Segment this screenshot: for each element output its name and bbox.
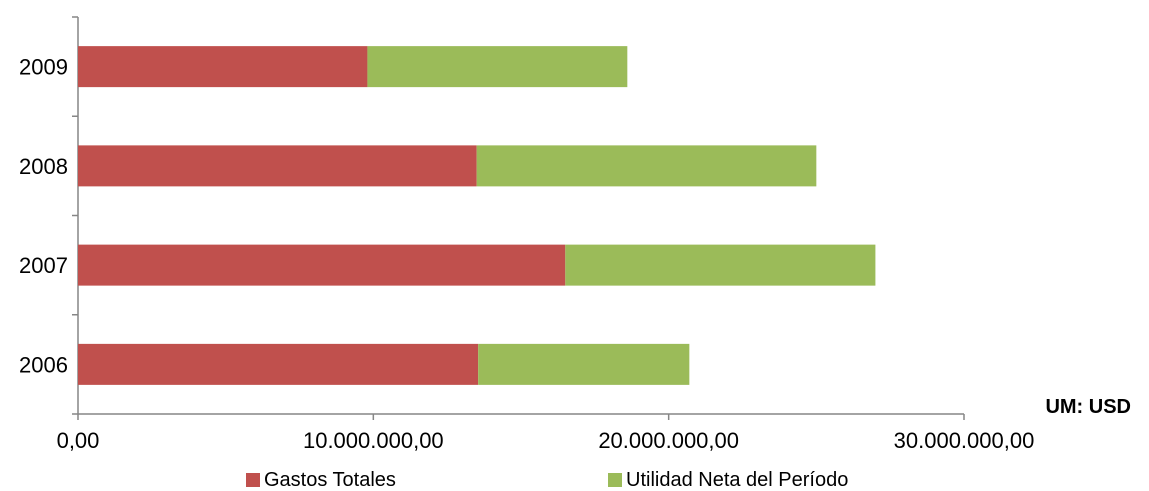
bar-2009-utilidad-neta bbox=[367, 46, 628, 88]
unit-label: UM: USD bbox=[1045, 396, 1131, 418]
x-tick-label: 0,00 bbox=[57, 428, 100, 453]
y-tick-label: 2008 bbox=[19, 154, 68, 179]
y-tick-label: 2007 bbox=[19, 253, 68, 278]
bar-2006-gastos-totales bbox=[78, 343, 479, 385]
bar-2008-utilidad-neta bbox=[476, 145, 817, 187]
legend-swatch bbox=[246, 473, 260, 487]
legend-swatch bbox=[608, 473, 622, 487]
y-tick-label: 2009 bbox=[19, 55, 68, 80]
bar-2007-utilidad-neta bbox=[565, 244, 876, 286]
x-axis-ticks bbox=[77, 414, 965, 420]
bars bbox=[78, 46, 876, 385]
x-tick-label: 20.000.000,00 bbox=[598, 428, 739, 453]
x-tick-label: 30.000.000,00 bbox=[894, 428, 1035, 453]
legend: Gastos Totales Utilidad Neta del Período bbox=[246, 469, 848, 491]
bar-2007-gastos-totales bbox=[78, 244, 566, 286]
bar-2006-utilidad-neta bbox=[478, 343, 690, 385]
x-tick-label: 10.000.000,00 bbox=[303, 428, 444, 453]
x-tick-labels: 0,00 10.000.000,00 20.000.000,00 30.000.000… bbox=[57, 428, 1035, 453]
y-tick-labels: 2009 2008 2007 2006 bbox=[19, 55, 68, 378]
y-axis-ticks bbox=[72, 16, 78, 415]
bar-2009-gastos-totales bbox=[78, 46, 368, 88]
y-tick-label: 2006 bbox=[19, 352, 68, 377]
bar-2008-gastos-totales bbox=[78, 145, 477, 187]
legend-label: Utilidad Neta del Período bbox=[626, 469, 848, 491]
legend-label: Gastos Totales bbox=[264, 469, 396, 491]
